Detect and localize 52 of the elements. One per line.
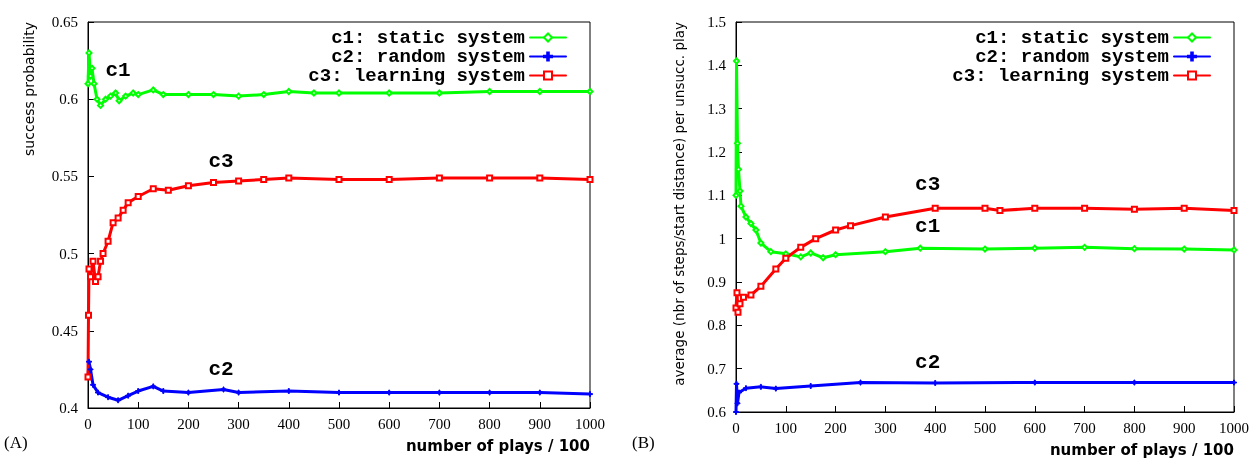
text: (A)	[4, 433, 28, 452]
x-tick-label: 100	[774, 419, 798, 436]
annotation: c3	[915, 173, 941, 197]
x-tick-label: 600	[1023, 419, 1047, 436]
x-tick-label: 500	[973, 419, 997, 436]
y-tick-label: 1	[718, 230, 726, 247]
y-tick-label: 0.6	[59, 91, 79, 108]
x-tick-label: 300	[874, 419, 897, 436]
y-tick-label: 0.9	[707, 274, 726, 290]
x-tick-label: 400	[277, 415, 301, 432]
y-tick-label: 1.3	[707, 100, 726, 117]
y-tick-label: 0.45	[51, 322, 78, 339]
y-tick-label: 0.6	[707, 404, 727, 420]
y-tick-label: 0.4	[59, 400, 79, 416]
annotation: c3	[208, 149, 234, 173]
x-tick-label: 900	[528, 415, 552, 432]
y-tick-label: 1.5	[707, 14, 726, 30]
x-tick-label: 300	[227, 415, 250, 432]
y-tick-label: 0.8	[707, 317, 726, 334]
x-tick-label: 800	[1123, 419, 1146, 436]
x-axis-title: number of plays / 100	[405, 436, 590, 455]
x-tick-label: 700	[1073, 419, 1096, 436]
y-tick-label: 1.1	[707, 187, 726, 204]
x-tick-label: 800	[478, 415, 501, 432]
y-tick-label: 1.4	[707, 57, 727, 74]
x-tick-label: 0	[84, 415, 92, 432]
annotation: c1	[915, 214, 941, 238]
legend-label: c1: static system	[975, 26, 1169, 49]
text: (B)	[632, 433, 655, 452]
x-tick-label: 700	[428, 415, 451, 432]
y-tick-label: 0.7	[707, 360, 727, 377]
annotation: c1	[105, 58, 131, 82]
x-axis-title: number of plays / 100	[1049, 440, 1234, 459]
y-tick-label: 0.5	[59, 245, 78, 262]
x-tick-label: 0	[732, 419, 740, 436]
y-axis-title: success probability	[21, 22, 37, 156]
y-tick-label: 1.2	[707, 144, 726, 160]
legend-label: c1: static system	[331, 26, 525, 49]
x-tick-label: 200	[824, 419, 847, 436]
annotation: c2	[208, 358, 234, 382]
x-tick-label: 500	[327, 415, 351, 432]
y-axis-title: average (nbr of steps/start distance) per unsucc. play	[671, 22, 687, 386]
x-tick-label: 400	[923, 419, 947, 436]
x-tick-label: 900	[1172, 419, 1196, 436]
x-tick-label: 600	[377, 415, 401, 432]
y-tick-label: 0.55	[51, 168, 78, 185]
annotation: c2	[915, 351, 941, 374]
x-tick-label: 1000	[575, 415, 605, 432]
x-tick-label: 1000	[1219, 419, 1249, 436]
x-tick-label: 100	[126, 415, 150, 432]
x-tick-label: 200	[177, 415, 200, 432]
y-tick-label: 0.65	[51, 14, 78, 30]
